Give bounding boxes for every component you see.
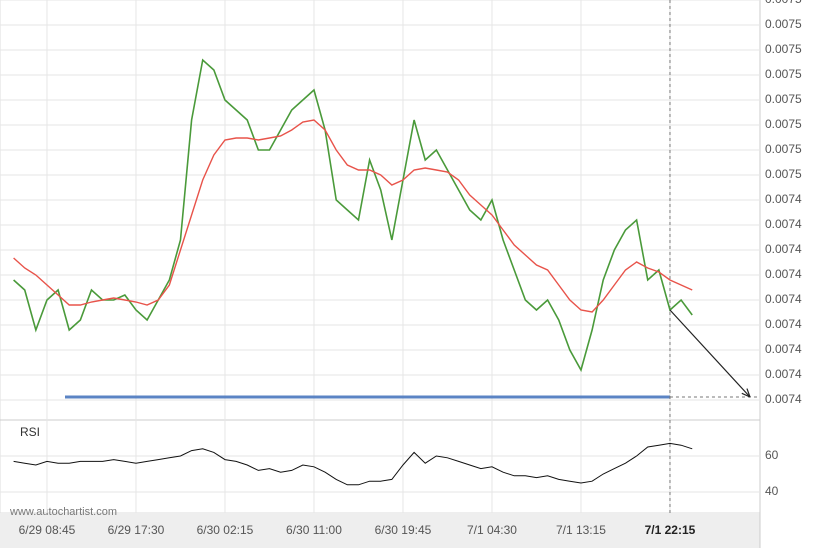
y-tick-label: 0.0074	[765, 242, 802, 256]
y-tick-label: 0.0074	[765, 292, 802, 306]
x-tick-label: 7/1 13:15	[556, 523, 606, 537]
y-tick-label: 0.0075	[765, 42, 802, 56]
y-tick-label: 0.0075	[765, 0, 802, 6]
moving-average	[13, 119, 693, 313]
y-tick-label: 40	[765, 484, 779, 498]
x-axis-band	[0, 513, 760, 548]
y-tick-label: 0.0074	[765, 317, 802, 331]
x-tick-label: 6/30 19:45	[375, 523, 432, 537]
y-tick-label: 0.0075	[765, 17, 802, 31]
rsi-title: RSI	[20, 425, 40, 439]
y-tick-label: 0.0075	[765, 142, 802, 156]
y-tick-label: 0.0075	[765, 92, 802, 106]
y-tick-label: 0.0074	[765, 367, 802, 381]
x-tick-label: 6/30 02:15	[197, 523, 254, 537]
y-tick-label: 0.0074	[765, 392, 802, 406]
plot-area	[0, 0, 761, 514]
price-line	[13, 58, 693, 373]
x-tick-label: 7/1 04:30	[467, 523, 517, 537]
x-tick-label: 6/29 08:45	[19, 523, 76, 537]
forecast-arrowhead	[741, 388, 751, 398]
y-tick-label: 0.0075	[765, 117, 802, 131]
y-tick-label: 0.0074	[765, 267, 802, 281]
forecast-arrow	[669, 309, 751, 398]
y-tick-label: 0.0074	[765, 192, 802, 206]
x-tick-label: 6/29 17:30	[108, 523, 165, 537]
x-tick-label: 7/1 22:15	[645, 523, 696, 537]
y-tick-label: 0.0074	[765, 342, 802, 356]
y-tick-label: 0.0075	[765, 167, 802, 181]
x-tick-label: 6/30 11:00	[286, 523, 342, 537]
y-tick-label: 60	[765, 448, 779, 462]
watermark: www.autochartist.com	[9, 506, 117, 518]
y-tick-label: 0.0075	[765, 67, 802, 81]
rsi-line	[13, 442, 693, 486]
y-tick-label: 0.0074	[765, 217, 802, 231]
